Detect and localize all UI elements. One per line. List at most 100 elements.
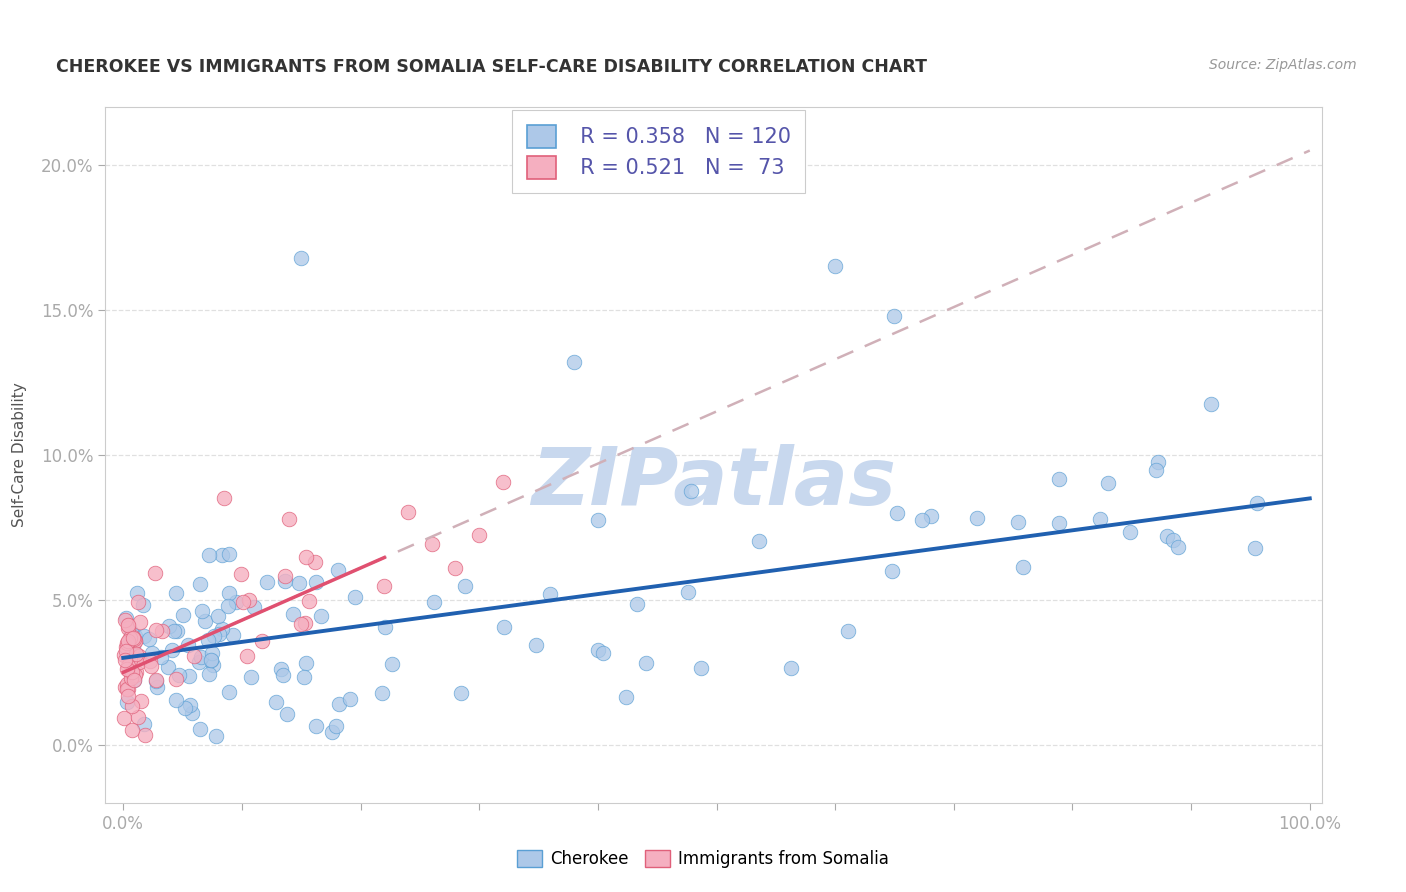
Point [321,724,343,739]
Point [201,646,224,660]
Point [115,662,138,676]
Point [326,563,349,577]
Point [172,608,194,623]
Point [121,665,143,680]
Point [128,655,150,669]
Point [238,593,260,607]
Point [139,654,162,668]
Point [118,652,141,666]
Point [325,719,347,733]
Point [122,673,145,687]
Point [115,644,138,658]
Point [157,619,180,633]
Point [121,654,143,668]
Point [423,595,446,609]
Point [118,665,141,679]
Point [294,549,316,564]
Point [179,669,201,683]
Point [117,650,139,665]
Point [167,668,190,682]
Point [120,624,142,639]
Point [211,622,233,636]
Point [883,309,905,323]
Point [124,668,146,682]
Point [676,585,699,599]
Point [129,694,152,708]
Point [125,647,148,661]
Point [264,695,287,709]
Point [198,548,221,562]
Point [149,649,172,664]
Point [780,661,803,675]
Point [174,701,197,715]
Point [115,677,138,691]
Point [586,513,609,527]
Point [1246,496,1268,510]
Point [117,617,139,632]
Point [194,615,217,629]
Point [371,686,394,700]
Point [281,607,304,621]
Point [468,527,491,541]
Point [229,566,252,581]
Point [1119,524,1142,539]
Point [183,648,205,663]
Point [328,697,350,711]
Point [636,656,658,670]
Point [165,693,187,707]
Point [138,632,160,646]
Point [278,511,301,525]
Point [200,652,222,666]
Point [243,600,266,615]
Point [290,251,312,265]
Point [197,633,219,648]
Point [129,615,152,630]
Point [494,620,516,634]
Point [112,648,135,662]
Point [538,587,561,601]
Point [592,646,614,660]
Point [339,691,361,706]
Point [200,653,222,667]
Point [381,657,404,672]
Y-axis label: Self-Care Disability: Self-Care Disability [13,383,27,527]
Text: CHEROKEE VS IMMIGRANTS FROM SOMALIA SELF-CARE DISABILITY CORRELATION CHART: CHEROKEE VS IMMIGRANTS FROM SOMALIA SELF… [56,58,927,76]
Point [294,615,316,630]
Point [1047,516,1070,530]
Point [114,653,136,667]
Point [1147,455,1170,469]
Point [420,537,443,551]
Point [288,576,311,591]
Point [290,616,312,631]
Point [886,506,908,520]
Point [128,648,150,663]
Point [1088,512,1111,526]
Point [562,355,585,369]
Point [1244,541,1267,555]
Point [305,574,328,589]
Point [114,680,136,694]
Point [1012,559,1035,574]
Point [125,665,148,679]
Point [270,662,292,676]
Point [166,624,188,639]
Point [292,669,315,683]
Point [198,667,221,681]
Point [115,636,138,650]
Point [180,706,202,720]
Point [454,579,477,593]
Point [122,631,145,645]
Point [1047,472,1070,486]
Point [117,689,139,703]
Point [824,260,846,274]
Point [141,646,163,660]
Point [145,624,167,638]
Point [1097,476,1119,491]
Point [218,685,240,699]
Point [305,718,328,732]
Point [188,722,211,736]
Point [134,728,156,742]
Point [122,673,145,688]
Point [134,717,156,731]
Point [295,656,318,670]
